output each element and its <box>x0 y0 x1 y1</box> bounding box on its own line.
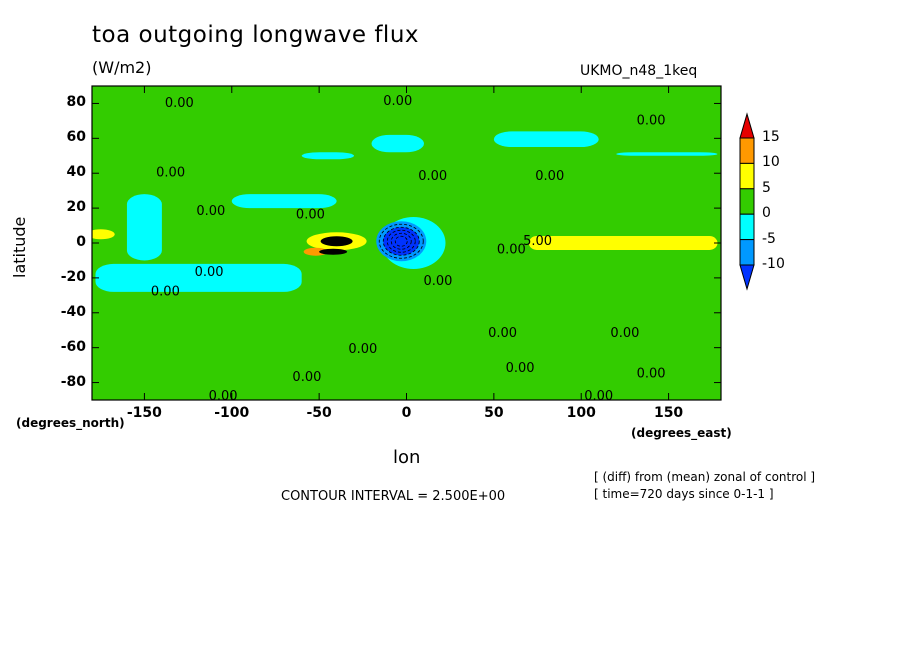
contour-label: 0.00 <box>383 94 412 109</box>
contour-label: 0.00 <box>151 284 180 299</box>
contour-label: 0.00 <box>156 166 185 181</box>
chart-title: toa outgoing longwave flux <box>92 22 420 48</box>
contour-label: 0.00 <box>610 326 639 341</box>
x-tick-label: 0 <box>401 405 412 421</box>
field-region <box>383 227 420 256</box>
field-region <box>303 247 328 256</box>
contour-label: 0.00 <box>292 370 321 385</box>
contour-line <box>394 235 408 247</box>
colorbar-tick-label: 5 <box>762 179 771 196</box>
colorbar-tick-label: 0 <box>762 205 771 222</box>
x-axis-label: lon <box>393 447 421 468</box>
contour-line <box>378 223 424 259</box>
field-region <box>301 152 355 160</box>
contour-label: 0.00 <box>535 169 564 184</box>
colorbar-tick-label: -5 <box>762 230 776 247</box>
y-axis-units: (degrees_north) <box>16 416 125 430</box>
colorbar-segment <box>739 137 755 164</box>
y-tick-label: -40 <box>60 303 86 320</box>
contour-line <box>390 232 412 250</box>
y-tick-label: 80 <box>66 94 86 111</box>
x-tick-label: -150 <box>126 405 162 421</box>
contour-label: 0.00 <box>497 242 526 257</box>
colorbar-tick-label: 10 <box>762 154 780 171</box>
contour-label: 5.00 <box>523 234 552 249</box>
contour-label: 0.00 <box>209 389 238 404</box>
y-tick-label: -60 <box>60 338 86 355</box>
y-tick-label: 0 <box>76 234 86 250</box>
field-region <box>95 263 302 292</box>
x-axis-units: (degrees_east) <box>631 426 732 440</box>
x-tick-label: -50 <box>306 405 332 421</box>
contour-label: 0.00 <box>195 265 224 280</box>
field-region <box>616 152 718 156</box>
colorbar-segment <box>739 213 755 241</box>
contour-interval: CONTOUR INTERVAL = 2.500E+00 <box>281 489 506 504</box>
field-region <box>126 194 162 261</box>
contour-label: 0.00 <box>637 113 666 128</box>
note-line-1: [ (diff) from (mean) zonal of control ] <box>594 470 816 484</box>
colorbar-segment <box>739 162 755 190</box>
contour-field <box>92 86 721 400</box>
colorbar-segment <box>739 239 755 266</box>
contour-labels: 0.00 0.000.000.00 0.00 0.000.00 0.000.005.00… <box>151 94 666 404</box>
contour-label: 0.00 <box>423 274 452 289</box>
contour-label: 0.00 <box>584 389 613 404</box>
colorbar-tick-label: -10 <box>762 256 785 272</box>
colorbar-tick-label: 15 <box>762 129 780 145</box>
chart-units: (W/m2) <box>92 58 152 77</box>
y-tick-label: 60 <box>66 129 86 146</box>
field-region <box>371 134 424 153</box>
colorbar <box>739 112 755 291</box>
field-region <box>528 236 718 250</box>
colorbar-segment <box>739 264 755 291</box>
axis-ticks <box>92 86 721 400</box>
contour-label: 0.00 <box>488 326 517 341</box>
field-region <box>231 194 337 209</box>
y-tick-label: 40 <box>66 164 86 181</box>
contour-label: 0.00 <box>637 366 666 381</box>
colorbar-segment <box>739 188 755 215</box>
x-tick-label: 100 <box>566 405 596 421</box>
x-tick-label: 150 <box>653 405 684 421</box>
y-tick-label: 20 <box>66 199 86 216</box>
contour-line <box>386 229 416 253</box>
field-region <box>320 236 353 247</box>
note-line-2: [ time=720 days since 0-1-1 ] <box>594 487 774 501</box>
y-tick-label: -80 <box>60 373 86 390</box>
x-tick-label: -100 <box>214 405 250 421</box>
y-tick-label: -20 <box>60 268 86 285</box>
model-name: UKMO_n48_1keq <box>580 63 698 79</box>
contour-label: 0.00 <box>348 342 377 357</box>
contour-line <box>382 226 420 256</box>
field-region <box>92 229 115 240</box>
contour-label: 0.00 <box>296 208 325 223</box>
x-tick-label: 50 <box>484 405 504 421</box>
field-region <box>319 248 348 255</box>
field-region <box>493 131 599 148</box>
colorbar-segment <box>739 112 755 139</box>
contour-label: 0.00 <box>196 204 225 219</box>
contour-label: 0.00 <box>418 169 447 184</box>
contour-label: 0.00 <box>506 361 535 376</box>
contour-label: 0.00 <box>165 96 194 111</box>
y-axis-label: latitude <box>10 216 29 278</box>
